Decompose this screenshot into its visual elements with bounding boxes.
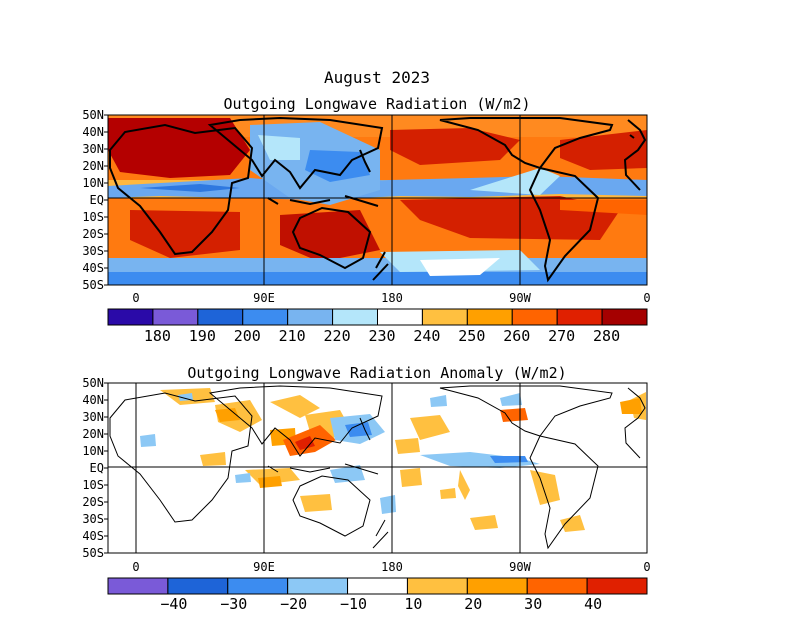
colorbar-label: 180	[144, 327, 171, 345]
anomaly-panel-title: Outgoing Longwave Radiation Anomaly (W/m…	[187, 364, 566, 382]
colorbar-swatch	[601, 308, 648, 326]
colorbar-label: 10	[404, 595, 422, 613]
anomaly-panel: Outgoing Longwave Radiation Anomaly (W/m…	[82, 364, 650, 613]
lat-label: 30N	[82, 410, 104, 424]
olr-lon-labels: 0 90E 180 90W 0	[132, 291, 650, 305]
colorbar-swatch	[526, 577, 588, 595]
lon-label: 90E	[253, 291, 275, 305]
lon-label: 0	[132, 291, 139, 305]
lon-label: 0	[643, 291, 650, 305]
lat-label: 30S	[82, 512, 104, 526]
colorbar-swatch	[227, 577, 289, 595]
lon-label: 0	[643, 560, 650, 574]
lat-label: 30S	[82, 244, 104, 258]
olr-gridlines	[108, 115, 647, 285]
lat-label: 40S	[82, 529, 104, 543]
colorbar-label: 200	[234, 327, 261, 345]
colorbar-swatch	[586, 577, 648, 595]
colorbar-label: 30	[524, 595, 542, 613]
colorbar-label: 240	[413, 327, 440, 345]
lat-label: 40N	[82, 125, 104, 139]
lon-label: 90W	[509, 560, 531, 574]
olr-colorbar: 180 190 200 210 220 230 240 250 260 270 280	[107, 308, 648, 345]
colorbar-label: 260	[503, 327, 530, 345]
colorbar-swatch	[197, 308, 244, 326]
colorbar-label: 40	[584, 595, 602, 613]
colorbar-label: 280	[593, 327, 620, 345]
colorbar-swatch	[167, 577, 229, 595]
lat-label: 40S	[82, 261, 104, 275]
lat-label: 50N	[82, 108, 104, 122]
colorbar-swatch	[287, 577, 349, 595]
lat-label: 10S	[82, 478, 104, 492]
colorbar-swatch	[466, 577, 528, 595]
colorbar-swatch	[347, 577, 408, 595]
colorbar-swatch	[556, 308, 603, 326]
colorbar-label: 190	[189, 327, 216, 345]
lat-label: 20N	[82, 159, 104, 173]
colorbar-swatch	[421, 308, 468, 326]
anomaly-lon-labels: 0 90E 180 90W 0	[132, 560, 650, 574]
lon-label: 0	[132, 560, 139, 574]
colorbar-swatch	[406, 577, 468, 595]
colorbar-swatch	[107, 577, 169, 595]
olr-panel: Outgoing Longwave Radiation (W/m2)	[82, 95, 650, 345]
lat-label: EQ	[90, 461, 104, 475]
lat-label: EQ	[90, 193, 104, 207]
anomaly-map-field	[108, 383, 647, 553]
colorbar-label: −30	[220, 595, 247, 613]
colorbar-label: 210	[279, 327, 306, 345]
colorbar-swatch	[242, 308, 289, 326]
colorbar-label: 230	[368, 327, 395, 345]
colorbar-swatch	[152, 308, 199, 326]
anomaly-gridlines	[108, 383, 647, 553]
anomaly-lat-labels: 50N 40N 30N 20N 10N EQ 10S 20S 30S 40S 50S	[82, 376, 104, 560]
lat-label: 50S	[82, 546, 104, 560]
olr-map-field	[108, 115, 647, 285]
colorbar-swatch	[332, 308, 379, 326]
colorbar-label: 20	[464, 595, 482, 613]
colorbar-swatch	[466, 308, 513, 326]
lon-label: 90E	[253, 560, 275, 574]
lat-label: 30N	[82, 142, 104, 156]
colorbar-label: −10	[340, 595, 367, 613]
lat-label: 50S	[82, 278, 104, 292]
olr-panel-title: Outgoing Longwave Radiation (W/m2)	[223, 95, 530, 113]
lon-label: 180	[381, 560, 403, 574]
colorbar-swatch	[511, 308, 558, 326]
lat-label: 20N	[82, 427, 104, 441]
colorbar-label: 220	[324, 327, 351, 345]
olr-lat-ticks	[104, 114, 108, 286]
colorbar-label: 250	[458, 327, 485, 345]
colorbar-label: −40	[160, 595, 187, 613]
olr-lat-labels: 50N 40N 30N 20N 10N EQ 10S 20S 30S 40S 50S	[82, 108, 104, 292]
colorbar-label: −20	[280, 595, 307, 613]
main-title: August 2023	[324, 68, 430, 87]
colorbar-swatch	[287, 308, 334, 326]
anomaly-colorbar: −40 −30 −20 −10 10 20 30 40	[107, 577, 648, 613]
lon-label: 90W	[509, 291, 531, 305]
anomaly-lat-ticks	[104, 382, 108, 554]
lon-label: 180	[381, 291, 403, 305]
lat-label: 20S	[82, 495, 104, 509]
lat-label: 10N	[82, 176, 104, 190]
colorbar-swatch	[377, 308, 423, 326]
lat-label: 10S	[82, 210, 104, 224]
lat-label: 20S	[82, 227, 104, 241]
lat-label: 50N	[82, 376, 104, 390]
lat-label: 10N	[82, 444, 104, 458]
colorbar-label: 270	[548, 327, 575, 345]
lat-label: 40N	[82, 393, 104, 407]
colorbar-swatch	[107, 308, 154, 326]
